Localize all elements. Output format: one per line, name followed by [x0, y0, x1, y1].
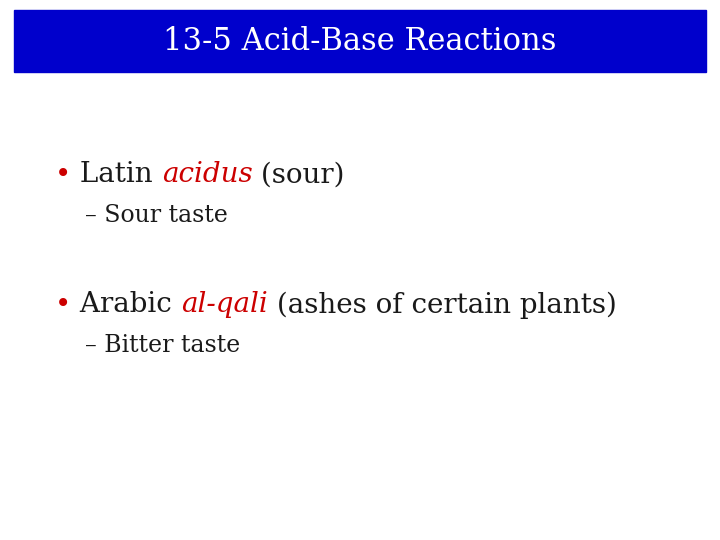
Text: al-qali: al-qali — [181, 292, 268, 319]
Text: – Bitter taste: – Bitter taste — [85, 334, 240, 356]
Text: acidus: acidus — [162, 161, 253, 188]
Text: (sour): (sour) — [253, 161, 345, 188]
Text: – Sour taste: – Sour taste — [85, 204, 228, 226]
Text: (ashes of certain plants): (ashes of certain plants) — [268, 291, 616, 319]
Text: 13-5 Acid-Base Reactions: 13-5 Acid-Base Reactions — [163, 25, 557, 57]
Text: Arabic: Arabic — [71, 292, 181, 319]
Text: •: • — [55, 292, 71, 319]
FancyBboxPatch shape — [14, 10, 706, 72]
Text: •: • — [55, 161, 71, 188]
Text: Latin: Latin — [71, 161, 162, 188]
